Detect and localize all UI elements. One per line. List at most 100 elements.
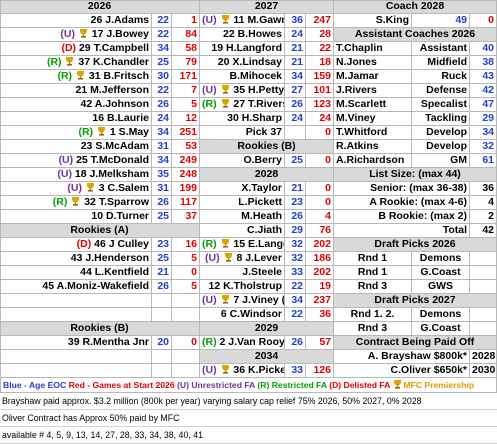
games: 5	[172, 252, 200, 266]
player-name: (D) 29 T.Campbell	[0, 42, 152, 56]
name: 27 T.Rivers	[233, 98, 285, 110]
name: 7 J.Viney (vc)	[233, 294, 285, 306]
name: 37 K.Chandler	[78, 56, 149, 68]
section-header: List Size: (max 44)	[334, 168, 497, 182]
name: 36 K.Pickett	[233, 364, 284, 376]
age: 25	[285, 154, 306, 168]
empty-cell	[172, 294, 200, 308]
cell: 43	[470, 70, 497, 84]
games: 7	[172, 84, 200, 98]
premiership-icon	[221, 15, 229, 24]
age: 34	[285, 70, 306, 84]
section-header: 2028	[200, 168, 334, 182]
player-name: (U) 7 J.Viney (vc)	[200, 294, 285, 308]
cell: R.Atkins	[334, 140, 412, 154]
status: (U)	[58, 154, 74, 166]
age: 26	[152, 196, 172, 210]
cell: Rnd 1	[334, 252, 412, 266]
games: 251	[172, 126, 200, 140]
cell: Assistant	[412, 42, 470, 56]
name: J.Steele	[242, 266, 282, 278]
empty-cell	[172, 308, 200, 322]
player-name: X.Taylor	[200, 182, 285, 196]
cell: 29	[470, 112, 497, 126]
empty-cell	[0, 364, 152, 378]
cell: 42	[470, 84, 497, 98]
player-name: (D) 46 J Culley	[0, 238, 152, 252]
age: 22	[285, 280, 306, 294]
player-name: 44 L.Kentfield	[0, 266, 152, 280]
name: 43 J.Henderson	[70, 252, 149, 264]
name: 25 T.McDonald	[76, 154, 149, 166]
age: 34	[152, 42, 172, 56]
age: 34	[152, 126, 172, 140]
age: 24	[285, 28, 306, 42]
player-name: 26 J.Adams	[0, 14, 152, 28]
games: 171	[172, 70, 200, 84]
name: B.Mihocek	[229, 70, 282, 82]
games: 117	[172, 196, 200, 210]
games: 18	[306, 56, 334, 70]
cell: 40	[470, 42, 497, 56]
player-name: 10 D.Turner	[0, 210, 152, 224]
cell: Demons	[412, 252, 470, 266]
cell: Total	[334, 224, 470, 238]
name: 23 S.McAdam	[80, 140, 149, 152]
player-name: (U) 11 M.Gawn (c)	[200, 14, 285, 28]
status: (U)	[202, 84, 217, 96]
age: 21	[285, 42, 306, 56]
age	[285, 126, 306, 140]
games: 36	[306, 308, 334, 322]
age: 26	[152, 98, 172, 112]
cell: 34	[470, 126, 497, 140]
games: 123	[306, 98, 334, 112]
status: (U)	[202, 14, 217, 26]
games: 76	[306, 224, 334, 238]
games: 5	[172, 98, 200, 112]
age: 24	[285, 112, 306, 126]
cell: Rnd 3	[334, 322, 412, 336]
games: 0	[172, 266, 200, 280]
games: 28	[306, 28, 334, 42]
premiership-icon	[86, 183, 94, 192]
player-name: 23 S.McAdam	[0, 140, 152, 154]
age: 29	[285, 224, 306, 238]
cell: M.Viney	[334, 112, 412, 126]
age: 34	[152, 154, 172, 168]
player-name: 30 H.Sharp	[200, 112, 285, 126]
name: 30 H.Sharp	[227, 112, 282, 124]
legend-item: MFC Premiership	[403, 380, 475, 390]
section-header: Rookies (A)	[0, 224, 200, 238]
player-name: (U) 3 C.Salem	[0, 182, 152, 196]
games: 126	[306, 364, 334, 378]
section-header: 2027	[200, 0, 334, 14]
player-name: 16 B.Laurie	[0, 112, 152, 126]
premiership-icon	[221, 239, 229, 248]
cell: 2030	[470, 364, 497, 378]
empty-cell	[172, 364, 200, 378]
empty-cell	[0, 350, 152, 364]
cell: A.Richardson	[334, 154, 412, 168]
cell: Rnd 1	[334, 266, 412, 280]
age: 35	[152, 168, 172, 182]
premiership-icon	[97, 127, 105, 136]
status: (U)	[60, 28, 75, 40]
premiership-icon	[66, 57, 74, 66]
age: 26	[152, 280, 172, 294]
games: 202	[306, 266, 334, 280]
empty-cell	[172, 350, 200, 364]
cell: 4	[470, 196, 497, 210]
games: 0	[306, 126, 334, 140]
player-name: 12 K.Tholstrup	[200, 280, 285, 294]
games: 22	[306, 42, 334, 56]
empty-cell	[0, 308, 152, 322]
games: 57	[306, 336, 334, 350]
empty-cell	[470, 322, 497, 336]
empty-cell	[152, 364, 172, 378]
age: 22	[152, 14, 172, 28]
games: 58	[172, 42, 200, 56]
cell: B Rookie: (max 2)	[334, 210, 470, 224]
cell: Midfield	[412, 56, 470, 70]
cell: Senior: (max 36-38)	[334, 182, 470, 196]
games: 0	[172, 336, 200, 350]
